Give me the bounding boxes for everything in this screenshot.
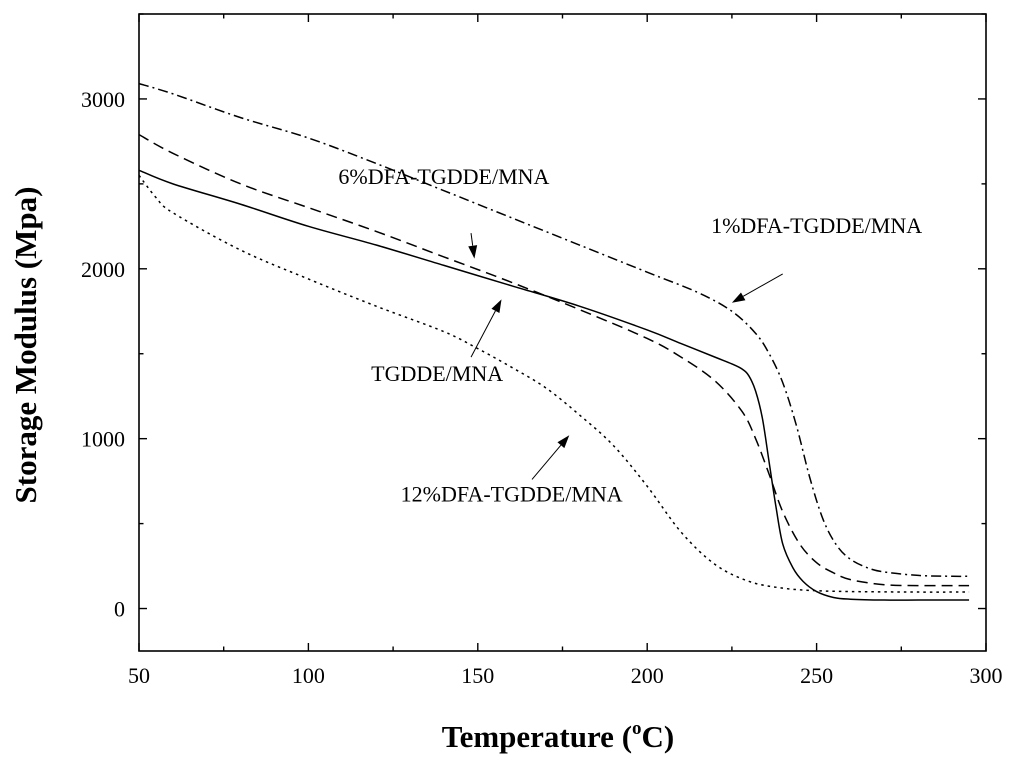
x-tick-label: 200	[631, 663, 664, 688]
series-1-dfa-tgdde-mna	[138, 82, 970, 578]
x-axis-title-superscript: o	[632, 718, 642, 739]
annotations: 6%DFA-TGDDE/MNA 1%DFA-TGDDE/MNA TGDDE/MNA 1…	[338, 164, 922, 507]
annotation-tgdde-mna: TGDDE/MNA	[371, 361, 503, 386]
y-tick-label: 0	[114, 597, 125, 622]
x-axis-title: Temperature (oC)	[442, 718, 675, 754]
series-6-dfa-tgdde-mna	[138, 133, 970, 587]
y-tick-label: 1000	[81, 427, 125, 452]
arrow-1-dfa-tgdde-mna	[742, 273, 783, 297]
arrowhead-6-dfa-tgdde-mna	[468, 245, 478, 259]
x-tick-label: 250	[800, 663, 833, 688]
x-tick-label: 100	[292, 663, 325, 688]
series-layer	[138, 82, 970, 601]
x-tick-label: 300	[970, 663, 1003, 688]
annotation-6-dfa-tgdde-mna: 6%DFA-TGDDE/MNA	[338, 164, 549, 189]
arrowhead-1-dfa-tgdde-mna	[731, 292, 746, 303]
series-12-dfa-tgdde-mna	[138, 174, 970, 593]
arrow-12-dfa-tgdde-mna	[531, 444, 562, 480]
arrowhead-tgdde-mna	[491, 299, 502, 313]
x-tick-label: 50	[128, 663, 150, 688]
arrow-6-dfa-tgdde-mna	[470, 233, 474, 246]
annotation-12-dfa-tgdde-mna: 12%DFA-TGDDE/MNA	[401, 482, 623, 507]
arrow-tgdde-mna	[470, 310, 496, 358]
plot-border	[138, 13, 987, 652]
arrowhead-12-dfa-tgdde-mna	[557, 435, 570, 449]
y-tick-label: 2000	[81, 257, 125, 282]
x-axis-title-unit: C)	[642, 719, 675, 754]
plot-frame	[138, 13, 987, 652]
y-tick-label: 3000	[81, 87, 125, 112]
annotation-1-dfa-tgdde-mna: 1%DFA-TGDDE/MNA	[711, 213, 922, 238]
series-tgdde-mna	[138, 169, 970, 601]
x-tick-label: 150	[461, 663, 494, 688]
y-axis-title: Storage Modulus (Mpa)	[8, 187, 43, 504]
